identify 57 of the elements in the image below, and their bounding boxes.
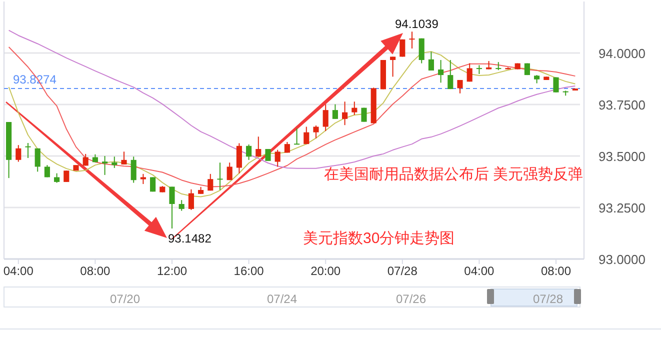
- candlestick: [418, 38, 424, 64]
- candlestick: [208, 173, 214, 192]
- x-tick-label: 20:00: [310, 264, 341, 278]
- x-tick-label: 04:00: [3, 264, 34, 278]
- candlestick: [178, 200, 184, 212]
- candlestick: [44, 164, 50, 178]
- candlestick: [448, 60, 454, 90]
- candlestick: [54, 172, 60, 184]
- text: 07/24: [266, 292, 298, 306]
- x-tick-label: 16:00: [234, 264, 264, 278]
- candlestick: [313, 125, 319, 139]
- candlestick: [217, 162, 223, 190]
- candlestick: [274, 149, 280, 168]
- candlestick: [256, 136, 262, 158]
- annotation: 94.1039: [395, 17, 439, 31]
- candlestick: [342, 101, 348, 126]
- candlestick: [25, 142, 31, 159]
- y-tick-label: 93.0000: [598, 252, 646, 267]
- candlestick: [112, 156, 118, 168]
- annotation: 在美国耐用品数据公布后 美元强势反弹: [324, 166, 584, 183]
- candlestick: [246, 144, 252, 160]
- candlestick: [476, 64, 482, 75]
- candlestick: [390, 56, 396, 78]
- candlestick: [466, 62, 472, 82]
- candlestick: [16, 144, 22, 162]
- text: 07/26: [396, 292, 426, 306]
- candlestick: [121, 151, 127, 165]
- y-tick-label: 93.7500: [598, 98, 646, 112]
- text: 07/28: [532, 292, 564, 306]
- candlestick: [304, 126, 310, 145]
- y-tick-label: 93.5000: [598, 149, 646, 164]
- candlestick: [352, 101, 358, 116]
- x-tick-label: 07/28: [387, 264, 418, 278]
- x-tick-label: 08:00: [540, 264, 572, 278]
- candlestick: [130, 156, 136, 184]
- candlestick: [322, 104, 328, 132]
- x-tick-label: 12:00: [156, 264, 188, 278]
- candlestick: [34, 148, 40, 172]
- candlestick: [294, 128, 300, 145]
- candlestick: [188, 188, 194, 210]
- candlestick: [236, 142, 242, 174]
- candlestick: [169, 186, 175, 229]
- candlestick: [226, 162, 232, 181]
- text: 07/20: [110, 292, 140, 306]
- candlestick: [102, 156, 108, 176]
- candlestick: [409, 31, 415, 49]
- annotation: 美元指数30分钟走势图: [303, 230, 455, 247]
- x-tick-label: 04:00: [464, 264, 495, 278]
- annotation: 93.1482: [168, 231, 212, 246]
- candlestick: [140, 173, 146, 185]
- candlestick: [438, 60, 444, 84]
- candlestick: [332, 104, 338, 120]
- candlestick: [457, 79, 463, 94]
- y-tick-label: 94.0000: [598, 46, 646, 61]
- y-tick-label: 93.2500: [598, 200, 646, 216]
- candlestick: [428, 51, 434, 72]
- x-tick-label: 08:00: [80, 264, 111, 278]
